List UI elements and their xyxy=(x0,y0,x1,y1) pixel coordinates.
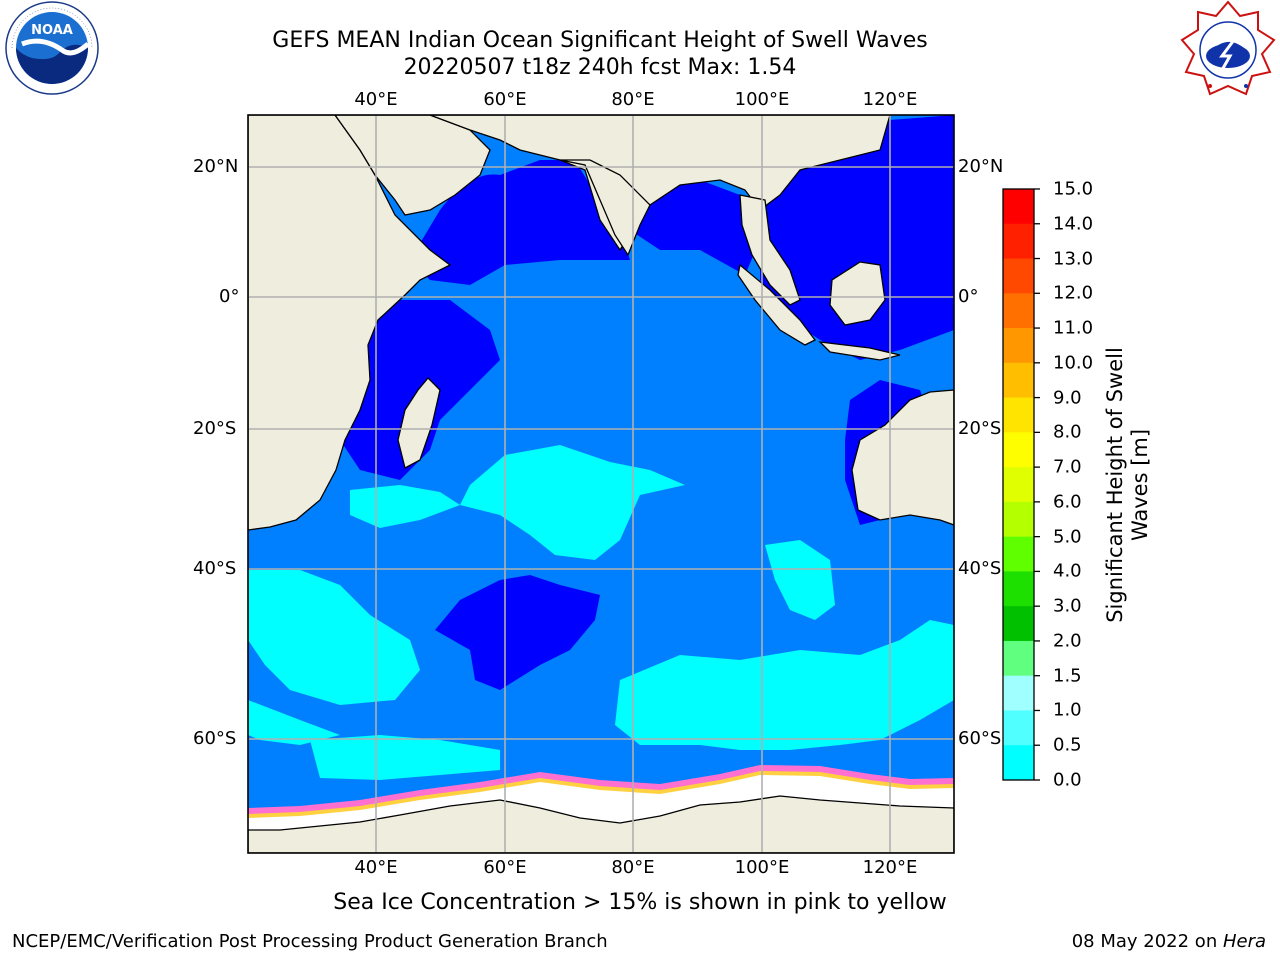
low-swell-south-central xyxy=(435,575,600,690)
land-malay xyxy=(739,194,801,306)
credit-text: NCEP/EMC/Verification Post Processing Pr… xyxy=(12,931,608,952)
chart-title: GEFS MEAN Indian Ocean Significant Heigh… xyxy=(272,28,928,53)
colorbar-cell xyxy=(1003,606,1034,642)
svg-text:NOAA: NOAA xyxy=(31,23,73,38)
lat-label-right: 60°S xyxy=(958,728,1002,749)
colorbar xyxy=(1003,189,1034,781)
colorbar-cell xyxy=(1003,536,1034,572)
graticule xyxy=(248,115,954,853)
lon-label-top: 120°E xyxy=(862,89,918,110)
high-swell-mid-east xyxy=(765,540,835,620)
noaa-logo: NOAA xyxy=(5,1,99,95)
map-frame xyxy=(247,114,955,854)
lon-label-bottom: 120°E xyxy=(862,857,918,878)
colorbar-tick-label: 3.0 xyxy=(1053,595,1082,617)
date-stamp: 08 May 2022 on Hera xyxy=(1072,931,1266,952)
colorbar-tick-label: 15.0 xyxy=(1053,178,1094,200)
land-asia-north xyxy=(429,115,891,252)
lon-label-top: 40°E xyxy=(354,89,398,110)
lat-label-left: 0° xyxy=(219,286,240,307)
sea-ice-footnote: Sea Ice Concentration > 15% is shown in … xyxy=(0,890,1280,915)
colorbar-frame xyxy=(1002,188,1035,781)
colorbar-tick-label: 0.5 xyxy=(1053,734,1082,756)
land-sumatra xyxy=(737,263,816,346)
colorbar-tick-label: 12.0 xyxy=(1053,282,1094,304)
footnote-text: Sea Ice Concentration > 15% is shown in … xyxy=(333,890,947,915)
lat-label-right: 0° xyxy=(958,286,979,307)
stamp-host: Hera xyxy=(1222,931,1266,952)
colorbar-cell xyxy=(1003,745,1034,781)
colorbar-cell xyxy=(1003,258,1034,294)
colorbar-tick-label: 11.0 xyxy=(1053,317,1094,339)
lon-label-bottom: 100°E xyxy=(734,857,790,878)
colorbar-cell xyxy=(1003,675,1034,711)
high-swell-central xyxy=(460,445,685,560)
lon-label-bottom: 60°E xyxy=(483,857,527,878)
low-swell-indonesia xyxy=(760,115,954,360)
lon-label-bottom: 80°E xyxy=(611,857,655,878)
land-borneo xyxy=(829,261,886,326)
land-antarctica xyxy=(248,795,954,853)
colorbar-tick-label: 8.0 xyxy=(1053,421,1082,443)
land-africa xyxy=(248,115,452,531)
colorbar-cell xyxy=(1003,362,1034,399)
lon-label-top: 100°E xyxy=(734,89,790,110)
colorbar-cell xyxy=(1003,293,1034,329)
high-swell-west-patch xyxy=(350,485,460,528)
colorbar-cell xyxy=(1003,397,1034,433)
colorbar-cell xyxy=(1003,432,1034,468)
colorbar-cell xyxy=(1003,223,1034,260)
colorbar-cell xyxy=(1003,328,1034,364)
colorbar-cell xyxy=(1003,501,1034,538)
colorbar-cell xyxy=(1003,189,1034,225)
lat-label-right: 40°S xyxy=(958,558,1002,579)
colorbar-tick-label: 1.5 xyxy=(1053,665,1082,687)
low-swell-arabian-sea xyxy=(410,160,630,285)
colorbar-title: Significant Height of Swell Waves [m] xyxy=(1103,347,1153,623)
colorbar-tick-label: 1.0 xyxy=(1053,699,1082,721)
lat-label-right: 20°S xyxy=(958,418,1002,439)
colorbar-title-line2: Waves [m] xyxy=(1128,428,1152,542)
colorbar-tick-label: 6.0 xyxy=(1053,491,1082,513)
lat-label-left: 20°S xyxy=(193,418,237,439)
colorbar-tick-label: 9.0 xyxy=(1053,387,1082,409)
lat-label-left: 20°N xyxy=(193,156,239,177)
colorbar-tick-label: 5.0 xyxy=(1053,526,1082,548)
colorbar-cell xyxy=(1003,710,1034,746)
colorbar-cell xyxy=(1003,640,1034,677)
colorbar-tick-label: 7.0 xyxy=(1053,456,1082,478)
colorbar-tick-label: 10.0 xyxy=(1053,352,1094,374)
high-swell-east-south xyxy=(615,620,954,750)
land-australia xyxy=(851,389,954,526)
colorbar-cell xyxy=(1003,467,1034,503)
colorbar-tick-label: 14.0 xyxy=(1053,213,1094,235)
chart-subtitle: 20220507 t18z 240h fcst Max: 1.54 xyxy=(403,55,797,80)
lat-label-right: 20°N xyxy=(958,156,1004,177)
colorbar-tick-label: 0.0 xyxy=(1053,769,1082,791)
colorbar-tick-label: 4.0 xyxy=(1053,560,1082,582)
colorbar-title-line1: Significant Height of Swell xyxy=(1103,347,1127,623)
low-swell-bay-of-bengal xyxy=(630,180,760,275)
lat-label-left: 40°S xyxy=(193,558,237,579)
colorbar-tick-label: 13.0 xyxy=(1053,248,1094,270)
lon-label-bottom: 40°E xyxy=(354,857,398,878)
high-swell-band-lower xyxy=(248,700,340,745)
high-swell-west-south xyxy=(248,570,420,705)
high-swell-southern-band xyxy=(310,735,500,780)
lon-label-top: 60°E xyxy=(483,89,527,110)
colorbar-tick-label: 2.0 xyxy=(1053,630,1082,652)
nws-logo xyxy=(1180,0,1276,96)
land-madagascar xyxy=(397,377,441,469)
colorbar-cell xyxy=(1003,571,1034,607)
lat-label-left: 60°S xyxy=(193,728,237,749)
stamp-date: 08 May 2022 on xyxy=(1071,931,1223,952)
lon-label-top: 80°E xyxy=(611,89,655,110)
